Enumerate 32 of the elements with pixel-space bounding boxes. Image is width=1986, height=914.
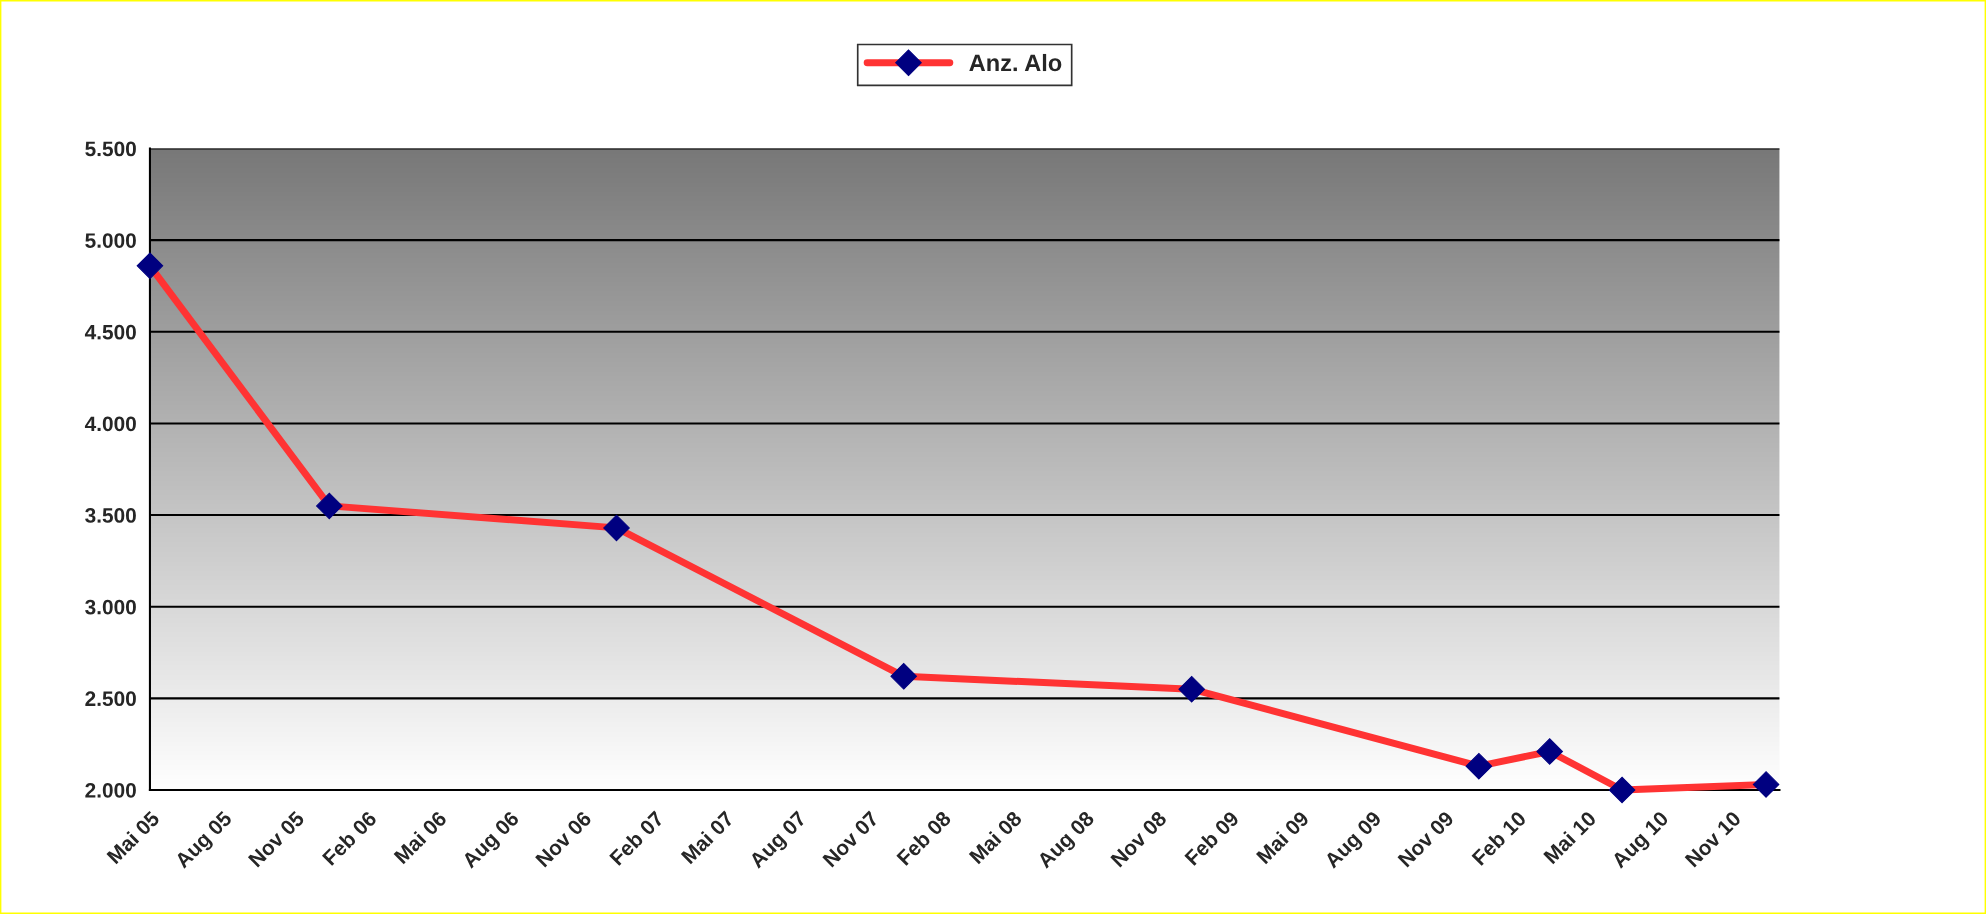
y-tick-label: 4.500 — [84, 324, 136, 340]
x-tick-label: Mai 10 — [1542, 810, 1597, 865]
y-tick-label: 3.000 — [85, 599, 136, 615]
x-tick-label: Aug 10 — [1610, 810, 1673, 872]
x-tick-label: Mai 08 — [968, 809, 1023, 865]
x-tick-label: Mai 05 — [105, 809, 161, 865]
x-tick-label: Aug 09 — [1323, 810, 1386, 872]
x-tick-label: Nov 09 — [1397, 810, 1455, 868]
y-tick-label: 5.000 — [85, 233, 136, 248]
x-tick-label: Mai 07 — [680, 810, 735, 865]
x-tick-label: Nov 10 — [1684, 810, 1742, 868]
x-tick-label: Mai 09 — [1255, 809, 1310, 865]
y-tick-label: 3.500 — [85, 508, 136, 523]
x-tick-label: Mai 06 — [393, 809, 448, 865]
x-tick-label: Nov 05 — [247, 810, 306, 868]
x-tick-label: Aug 06 — [461, 810, 523, 872]
x-tick-label: Nov 07 — [822, 810, 880, 868]
y-tick-label: 2.000 — [85, 782, 136, 798]
y-tick-label: 2.500 — [85, 691, 136, 707]
x-tick-label: Aug 07 — [748, 810, 810, 872]
legend-label: Anz. Alo — [969, 53, 1062, 72]
x-tick-label: Feb 08 — [895, 809, 952, 866]
x-tick-label: Feb 10 — [1470, 810, 1527, 866]
x-tick-label: Nov 06 — [534, 810, 593, 868]
x-tick-label: Feb 07 — [608, 810, 665, 866]
x-tick-label: Feb 09 — [1183, 809, 1240, 866]
y-tick-label: 4.000 — [84, 416, 136, 432]
x-tick-label: Nov 08 — [1110, 810, 1168, 868]
y-tick-label: 5.500 — [85, 141, 136, 157]
x-tick-label: Feb 06 — [321, 809, 378, 866]
x-tick-label: Aug 05 — [173, 810, 236, 872]
x-tick-label: Aug 08 — [1036, 810, 1098, 872]
